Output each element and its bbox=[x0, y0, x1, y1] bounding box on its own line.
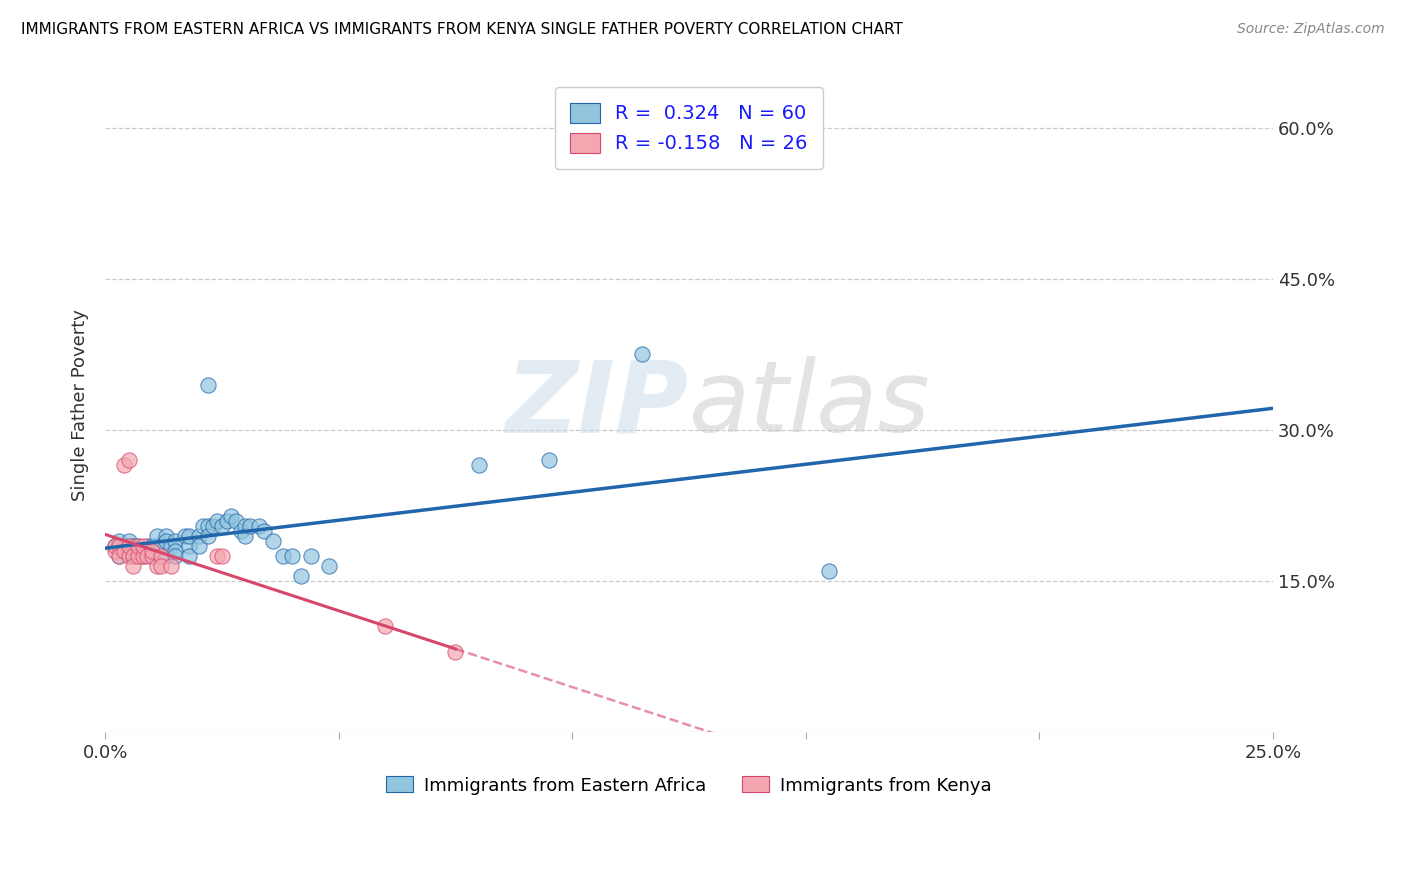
Point bbox=[103, 539, 125, 553]
Point bbox=[150, 559, 173, 574]
Point bbox=[225, 514, 247, 528]
Point bbox=[299, 549, 322, 563]
Point bbox=[155, 549, 177, 563]
Point bbox=[290, 569, 312, 583]
Point bbox=[253, 524, 276, 538]
Point bbox=[211, 518, 233, 533]
Point bbox=[150, 549, 173, 563]
Point bbox=[117, 453, 139, 467]
Point bbox=[165, 544, 187, 558]
Point bbox=[374, 619, 396, 633]
Legend: Immigrants from Eastern Africa, Immigrants from Kenya: Immigrants from Eastern Africa, Immigran… bbox=[378, 769, 1000, 802]
Point bbox=[197, 518, 219, 533]
Point bbox=[131, 549, 153, 563]
Point bbox=[271, 549, 294, 563]
Point bbox=[201, 518, 224, 533]
Point bbox=[247, 518, 270, 533]
Point bbox=[117, 539, 139, 553]
Point bbox=[122, 559, 145, 574]
Point bbox=[136, 549, 159, 563]
Point bbox=[131, 549, 153, 563]
Point bbox=[468, 458, 491, 473]
Point bbox=[197, 377, 219, 392]
Text: ZIP: ZIP bbox=[506, 356, 689, 453]
Point bbox=[179, 549, 201, 563]
Point bbox=[211, 549, 233, 563]
Point bbox=[108, 549, 131, 563]
Point bbox=[221, 508, 243, 523]
Point bbox=[187, 529, 209, 543]
Point bbox=[108, 533, 131, 548]
Point bbox=[281, 549, 304, 563]
Point bbox=[262, 533, 284, 548]
Point bbox=[122, 549, 145, 563]
Point bbox=[131, 539, 153, 553]
Point bbox=[136, 544, 159, 558]
Point bbox=[141, 549, 163, 563]
Point bbox=[193, 518, 215, 533]
Point bbox=[159, 539, 181, 553]
Point bbox=[233, 518, 256, 533]
Text: IMMIGRANTS FROM EASTERN AFRICA VS IMMIGRANTS FROM KENYA SINGLE FATHER POVERTY CO: IMMIGRANTS FROM EASTERN AFRICA VS IMMIGR… bbox=[21, 22, 903, 37]
Point bbox=[444, 645, 467, 659]
Y-axis label: Single Father Poverty: Single Father Poverty bbox=[72, 309, 89, 500]
Point bbox=[112, 544, 135, 558]
Point bbox=[122, 549, 145, 563]
Point bbox=[207, 549, 229, 563]
Point bbox=[117, 533, 139, 548]
Point bbox=[150, 539, 173, 553]
Point bbox=[103, 544, 125, 558]
Point bbox=[155, 529, 177, 543]
Point bbox=[179, 529, 201, 543]
Point bbox=[165, 549, 187, 563]
Point bbox=[165, 533, 187, 548]
Point bbox=[127, 544, 149, 558]
Point bbox=[141, 539, 163, 553]
Point bbox=[145, 529, 167, 543]
Text: Source: ZipAtlas.com: Source: ZipAtlas.com bbox=[1237, 22, 1385, 37]
Point bbox=[159, 559, 181, 574]
Point bbox=[197, 529, 219, 543]
Point bbox=[215, 514, 238, 528]
Point bbox=[537, 453, 560, 467]
Point bbox=[239, 518, 262, 533]
Point bbox=[108, 539, 131, 553]
Point bbox=[122, 539, 145, 553]
Point bbox=[141, 549, 163, 563]
Point bbox=[112, 539, 135, 553]
Point bbox=[141, 544, 163, 558]
Text: atlas: atlas bbox=[689, 356, 931, 453]
Point bbox=[155, 533, 177, 548]
Point bbox=[318, 559, 340, 574]
Point bbox=[117, 544, 139, 558]
Point bbox=[631, 347, 654, 361]
Point bbox=[145, 559, 167, 574]
Point bbox=[117, 549, 139, 563]
Point bbox=[112, 544, 135, 558]
Point bbox=[173, 529, 195, 543]
Point bbox=[145, 539, 167, 553]
Point bbox=[233, 529, 256, 543]
Point bbox=[179, 539, 201, 553]
Point bbox=[127, 539, 149, 553]
Point bbox=[131, 544, 153, 558]
Point bbox=[229, 524, 252, 538]
Point bbox=[108, 549, 131, 563]
Point bbox=[103, 539, 125, 553]
Point bbox=[818, 564, 841, 578]
Point bbox=[136, 539, 159, 553]
Point bbox=[187, 539, 209, 553]
Point bbox=[117, 539, 139, 553]
Point bbox=[127, 549, 149, 563]
Point bbox=[112, 458, 135, 473]
Point bbox=[207, 514, 229, 528]
Point bbox=[127, 539, 149, 553]
